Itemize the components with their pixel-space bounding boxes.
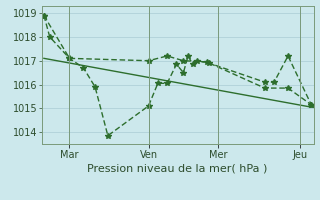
X-axis label: Pression niveau de la mer( hPa ): Pression niveau de la mer( hPa ) [87, 164, 268, 174]
